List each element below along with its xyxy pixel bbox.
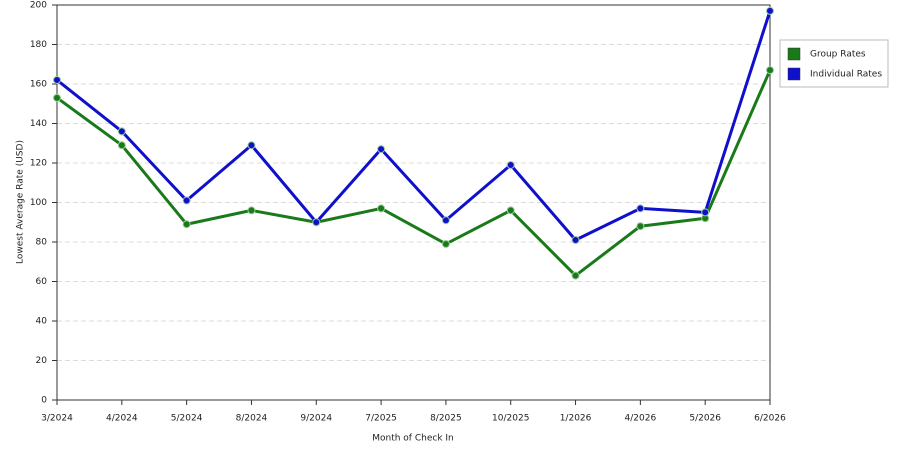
data-point (53, 93, 61, 102)
y-tick-label: 80 (36, 238, 48, 248)
x-tick-label: 8/2024 (236, 414, 268, 424)
y-tick-label: 40 (36, 317, 48, 327)
data-point (571, 271, 580, 280)
x-tick-label: 5/2026 (689, 414, 721, 424)
y-tick-label: 160 (30, 80, 47, 90)
x-tick-label: 4/2024 (106, 414, 138, 424)
data-point (766, 66, 774, 75)
y-axis-label: Lowest Average Rate (USD) (16, 140, 26, 264)
y-tick-label: 120 (30, 159, 47, 169)
data-point (247, 141, 256, 150)
data-point (636, 204, 645, 213)
x-tick-label: 9/2024 (300, 414, 332, 424)
data-point (247, 206, 256, 215)
plot-frame (56, 4, 771, 401)
y-tick-label: 180 (30, 40, 47, 50)
y-tick-label: 0 (41, 396, 47, 406)
data-point (117, 127, 126, 136)
data-point (53, 76, 61, 85)
data-point (636, 222, 645, 231)
x-tick-label: 6/2026 (754, 414, 786, 424)
data-point (766, 6, 774, 15)
y-tick-label: 60 (36, 277, 48, 287)
x-tick-label: 4/2026 (625, 414, 657, 424)
x-tick-label: 10/2025 (492, 414, 529, 424)
data-point (377, 145, 386, 154)
x-tick-label: 7/2025 (365, 414, 397, 424)
legend-label: Individual Rates (810, 70, 882, 80)
y-tick-label: 100 (30, 198, 47, 208)
data-point (701, 208, 710, 217)
series-line (56, 69, 772, 278)
y-tick-label: 140 (30, 119, 47, 129)
data-point (506, 206, 515, 215)
y-tick-label: 20 (36, 356, 48, 366)
data-point (506, 160, 515, 169)
x-tick-label: 1/2026 (560, 414, 592, 424)
x-axis-label: Month of Check In (372, 434, 454, 444)
data-point (441, 216, 450, 225)
legend-label: Group Rates (810, 50, 866, 60)
data-point (441, 239, 450, 248)
data-point (182, 220, 191, 229)
x-tick-label: 3/2024 (41, 414, 73, 424)
data-point (571, 236, 580, 245)
data-point (377, 204, 386, 213)
legend-swatch (787, 47, 801, 61)
data-point (117, 141, 126, 150)
legend-swatch (787, 67, 801, 81)
series-line (56, 10, 772, 242)
x-tick-label: 8/2025 (430, 414, 462, 424)
data-point (182, 196, 191, 205)
data-point (312, 218, 321, 227)
y-tick-label: 200 (30, 1, 47, 11)
x-tick-label: 5/2024 (171, 414, 203, 424)
